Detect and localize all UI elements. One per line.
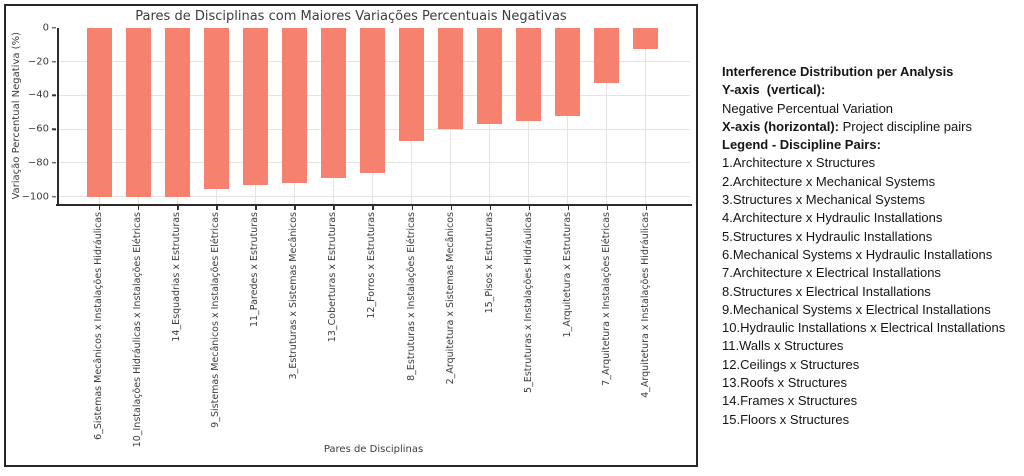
- y-tick-label: −60: [27, 123, 49, 135]
- description-panel: Interference Distribution per Analysis Y…: [722, 63, 1022, 429]
- legend-item: 5.Structures x Hydraulic Installations: [722, 228, 933, 244]
- bar: [477, 28, 503, 124]
- bar: [242, 28, 268, 186]
- legend-item: 11.Walls x Structures: [722, 338, 844, 354]
- horizontal-gridline: [57, 196, 690, 198]
- x-tick-label: 1_Arquitetura x Estruturas: [561, 212, 573, 338]
- x-tick-label: 13_Coberturas x Estruturas: [327, 212, 339, 343]
- x-tick-label: 10_Instalações Hidráulicas x Instalações…: [132, 212, 144, 448]
- x-tick-label: 9_Sistemas Mecânicos x Instalações Elétr…: [210, 212, 222, 428]
- x-tick-label: 2_Arquitetura x Sistemas Mecânicos: [444, 212, 456, 385]
- x-tick-mark: [333, 206, 335, 210]
- bar: [203, 28, 229, 189]
- x-tick-mark: [411, 206, 413, 210]
- chart-title: Pares de Disciplinas com Maiores Variaçõ…: [135, 9, 567, 24]
- y-tick-label: −20: [27, 56, 49, 68]
- x-tick-mark: [450, 206, 453, 210]
- bar: [86, 28, 112, 197]
- y-tick-label: 0: [42, 22, 49, 34]
- legend-item: 14.Frames x Structures: [722, 393, 858, 409]
- x-axis-spine: [56, 204, 692, 206]
- x-tick-mark: [372, 206, 374, 210]
- y-tick-mark: [51, 27, 56, 29]
- bar: [594, 28, 620, 84]
- vertical-gridline: [606, 28, 608, 204]
- panel-heading: Interference Distribution per Analysis: [722, 64, 954, 79]
- x-tick-mark: [255, 206, 257, 210]
- bar: [164, 28, 190, 197]
- bar: [125, 28, 151, 197]
- x-tick-label: 12_Forros x Estruturas: [366, 212, 378, 319]
- bar: [359, 28, 385, 173]
- y-tick-mark: [51, 61, 56, 63]
- y-tick-mark: [51, 162, 56, 164]
- x-tick-mark: [645, 206, 648, 210]
- y-tick-mark: [51, 128, 56, 130]
- legend-item: 12.Ceilings x Structures: [722, 356, 860, 372]
- x-tick-mark: [216, 206, 218, 210]
- x-tick-label: 4_Arquitetura x Instalações Hidráulicas: [639, 212, 651, 398]
- x-tick-mark: [606, 206, 609, 210]
- legend-item: 6.Mechanical Systems x Hydraulic Install…: [722, 246, 993, 262]
- bar: [438, 28, 464, 130]
- x-tick-label: 3_Estruturas x Sistemas Mecânicos: [288, 212, 300, 380]
- panel-xaxis-value: Project discipline pairs: [839, 118, 972, 134]
- vertical-gridline: [645, 28, 647, 204]
- bar: [399, 28, 425, 141]
- x-tick-label: 15_Pisos x Estruturas: [483, 212, 495, 314]
- y-tick-label: −40: [27, 89, 49, 101]
- legend-item: 9.Mechanical Systems x Electrical Instal…: [722, 301, 991, 317]
- legend-item: 2.Architecture x Mechanical Systems: [722, 173, 936, 189]
- legend-list: 1.Architecture x Structures 2.Architectur…: [722, 154, 1022, 428]
- bar: [516, 28, 542, 122]
- x-tick-label: 6_Sistemas Mecânicos x Instalações Hidrá…: [93, 212, 104, 440]
- x-tick-label: 5_Estruturas x Instalações Hidráulicas: [522, 212, 534, 393]
- panel-legend-heading: Legend - Discipline Pairs:: [722, 137, 881, 153]
- bar: [633, 28, 659, 50]
- x-tick-mark: [99, 206, 101, 210]
- y-axis-label: Variação Percentual Negativa (%): [11, 28, 22, 204]
- chart-figure: Pares de Disciplinas com Maiores Variaçõ…: [4, 4, 698, 467]
- legend-item: 15.Floors x Structures: [722, 411, 850, 427]
- legend-item: 7.Architecture x Electrical Installation…: [722, 265, 941, 281]
- bar: [555, 28, 581, 117]
- x-tick-mark: [294, 206, 296, 210]
- x-tick-mark: [567, 206, 570, 210]
- y-tick-label: −100: [21, 191, 49, 203]
- x-tick-label: 7_Arquitetura x Instalações Elétricas: [600, 212, 612, 386]
- bar: [320, 28, 346, 178]
- y-axis-spine: [57, 28, 59, 206]
- legend-item: 8.Structures x Electrical Installations: [722, 283, 931, 299]
- panel-yaxis-heading: Y-axis (vertical):: [722, 82, 826, 98]
- x-tick-mark: [528, 206, 531, 210]
- x-tick-label: 14_Esquadrias x Estruturas: [171, 212, 183, 342]
- legend-item: 1.Architecture x Structures: [722, 155, 876, 171]
- legend-item: 13.Roofs x Structures: [722, 375, 847, 391]
- x-tick-mark: [177, 206, 179, 210]
- x-tick-mark: [138, 206, 140, 210]
- panel-xaxis-heading: X-axis (horizontal):: [722, 118, 840, 134]
- panel-yaxis-value: Negative Percentual Variation: [722, 100, 894, 116]
- y-tick-mark: [51, 94, 56, 97]
- legend-item: 10.Hydraulic Installations x Electrical …: [722, 320, 1006, 336]
- panel-xaxis-line: X-axis (horizontal): Project discipline …: [722, 118, 1022, 136]
- legend-item: 4.Architecture x Hydraulic Installations: [722, 210, 943, 226]
- x-tick-label: 8_Estruturas x Instalações Elétricas: [405, 212, 417, 381]
- plot-area: 6_Sistemas Mecânicos x Instalações Hidrá…: [22, 23, 692, 447]
- legend-item: 3.Structures x Mechanical Systems: [722, 192, 926, 208]
- x-tick-mark: [489, 206, 492, 210]
- x-axis-label: Pares de Disciplinas: [323, 444, 424, 455]
- y-tick-mark: [51, 196, 56, 198]
- y-tick-label: −80: [27, 157, 49, 169]
- y-axis-label-text: Variação Percentual Negativa (%): [11, 32, 22, 200]
- x-tick-label: 11_Paredes x Estruturas: [249, 212, 261, 328]
- bar: [281, 28, 307, 183]
